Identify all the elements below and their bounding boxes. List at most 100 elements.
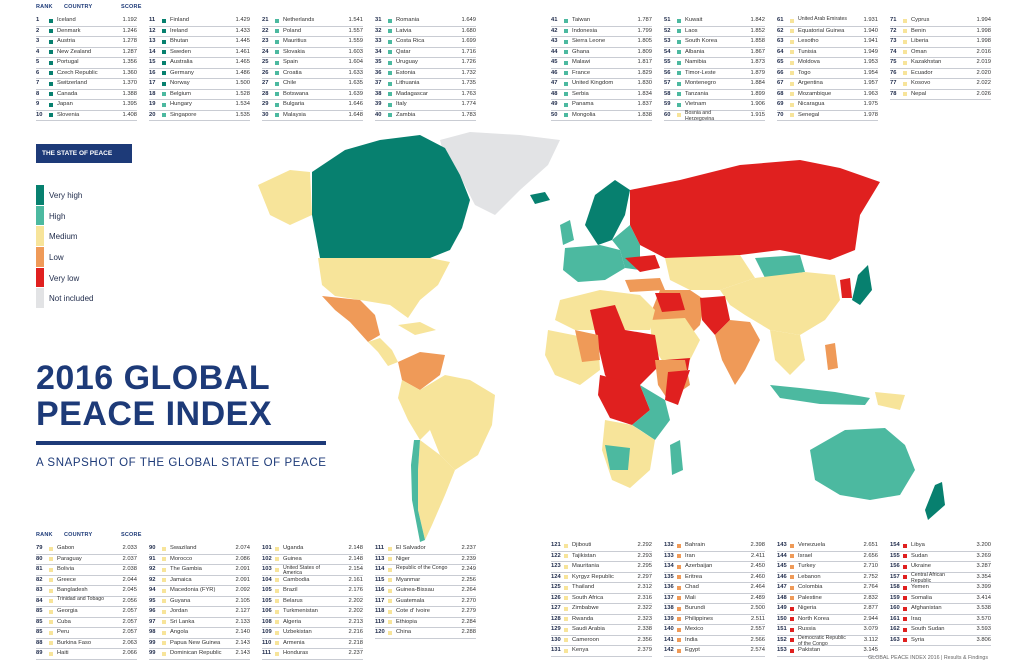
rank-value: 154 (890, 542, 900, 548)
rank-value: 76 (890, 69, 897, 76)
score-value: 1.246 (122, 27, 137, 34)
peace-level-swatch (677, 617, 681, 621)
country-name: United States of America (283, 564, 320, 577)
ranking-row: 40 Zambia 1.783 (375, 111, 476, 121)
ranking-row: 44 Ghana 1.809 (551, 48, 652, 58)
peace-level-swatch (903, 29, 907, 33)
ranking-row: 34 Qatar 1.716 (375, 48, 476, 58)
peace-level-swatch (790, 81, 794, 86)
country-name: Bahrain (685, 542, 705, 548)
rank-value: 67 (777, 80, 784, 86)
score-value: 1.559 (348, 38, 363, 44)
ranking-column: 101 Uganda 2.148 102 Guinea 2.148 103 United St… (262, 544, 363, 660)
ranking-row: 73 Liberia 1.998 (890, 37, 991, 48)
country-name: Angola (170, 629, 189, 635)
peace-level-swatch (49, 599, 53, 603)
country-name: Kazakhstan (911, 59, 942, 65)
country-name: Oman (911, 48, 927, 55)
score-value: 2.511 (750, 615, 765, 622)
score-value: 2.450 (750, 563, 765, 569)
ranking-row: 9 Japan 1.395 (36, 100, 137, 111)
peace-level-swatch (564, 113, 568, 117)
score-value: 1.287 (122, 48, 137, 55)
rank-value: 37 (375, 80, 382, 86)
ranking-row: 36 Estonia 1.732 (375, 69, 476, 79)
score-value: 1.732 (461, 69, 476, 76)
rank-value: 106 (262, 608, 272, 614)
rank-value: 162 (890, 626, 900, 632)
score-value: 1.963 (863, 90, 878, 97)
ranking-row: 57 Montenegro 1.884 (664, 79, 765, 90)
ranking-row: 106 Turkmenistan 2.202 (262, 607, 363, 618)
country-name: South Africa (572, 594, 604, 601)
peace-level-swatch (162, 18, 166, 23)
title-line-1: 2016 GLOBAL (36, 359, 271, 397)
rank-value: 27 (262, 80, 269, 86)
rank-value: 136 (664, 584, 674, 590)
peace-level-swatch (162, 546, 166, 551)
ranking-row: 20 Singapore 1.535 (149, 111, 250, 121)
rank-value: 151 (777, 626, 787, 632)
ranking-row: 58 Tanzania 1.899 (664, 90, 765, 100)
region-uk (560, 220, 574, 245)
score-value: 1.852 (750, 27, 765, 34)
ranking-row: 113 Niger 2.239 (375, 555, 476, 565)
score-value: 1.461 (235, 48, 250, 55)
score-value: 1.535 (235, 111, 250, 118)
peace-level-swatch (790, 564, 794, 569)
score-value: 2.133 (235, 618, 250, 625)
rank-value: 121 (551, 542, 561, 548)
peace-level-swatch (677, 554, 681, 558)
peace-level-swatch (275, 651, 279, 656)
country-name: Zambia (396, 111, 416, 118)
peace-level-swatch (388, 546, 392, 551)
country-name: Romania (396, 17, 420, 23)
country-name: Germany (170, 69, 194, 76)
ranking-row: 114 Republic of the Congo 2.249 (375, 565, 476, 576)
peace-level-swatch (388, 557, 392, 561)
legend-item-medium: Medium (36, 226, 132, 247)
ranking-row: 15 Australia 1.465 (149, 58, 250, 69)
country-name: Colombia (798, 584, 823, 590)
rank-value: 90 (149, 545, 156, 551)
country-name: Uganda (283, 545, 304, 551)
country-name: Nepal (911, 90, 927, 97)
rank-value: 81 (36, 566, 43, 572)
rank-value: 122 (551, 552, 561, 559)
country-name: Haiti (57, 650, 69, 656)
score-value: 2.019 (976, 59, 991, 65)
region-usa (318, 258, 450, 318)
ranking-row: 163 Syria 3.806 (890, 636, 991, 646)
ranking-row: 143 Venezuela 2.651 (777, 541, 878, 552)
rank-value: 133 (664, 552, 674, 559)
country-name: Libya (911, 542, 925, 548)
country-name: Croatia (283, 69, 302, 76)
ranking-row: 6 Czech Republic 1.360 (36, 69, 137, 79)
region-korea (840, 278, 852, 298)
peace-level-swatch (790, 102, 794, 107)
country-name: Cote d' Ivoire (396, 608, 430, 614)
peace-level-swatch (903, 554, 907, 558)
rank-value: 32 (375, 27, 382, 34)
peace-level-swatch (162, 39, 166, 44)
ranking-row: 158 Yemen 3.399 (890, 583, 991, 594)
rank-value: 13 (149, 38, 156, 44)
score-value: 2.091 (235, 576, 250, 583)
ranking-row: 150 North Korea 2.944 (777, 615, 878, 625)
peace-level-swatch (790, 638, 794, 642)
rank-value: 46 (551, 69, 558, 76)
ranking-row: 38 Madagascar 1.763 (375, 90, 476, 100)
ranking-column: 1 Iceland 1.192 2 Denmark 1.246 3 Austria 1.278 4… (36, 16, 137, 121)
peace-level-swatch (388, 620, 392, 624)
score-value: 1.649 (461, 17, 476, 23)
peace-level-swatch (677, 71, 681, 75)
country-name: Bosnia and Herzegovina (685, 110, 715, 122)
rank-value: 116 (375, 587, 385, 593)
score-value: 1.998 (976, 38, 991, 44)
rank-value: 129 (551, 626, 561, 632)
peace-level-swatch (49, 557, 53, 561)
rank-value: 141 (664, 636, 674, 643)
ranking-row: 140 Mexico 2.557 (664, 625, 765, 636)
ranking-row: 39 Italy 1.774 (375, 100, 476, 111)
ranking-row: 129 Saudi Arabia 2.338 (551, 625, 652, 636)
